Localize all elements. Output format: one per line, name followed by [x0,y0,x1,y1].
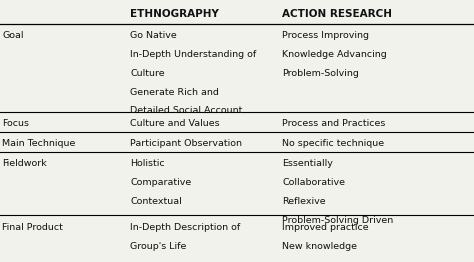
Text: In-Depth Description of: In-Depth Description of [130,223,241,232]
Text: Group's Life: Group's Life [130,242,187,250]
Text: Final Product: Final Product [2,223,63,232]
Text: ETHNOGRAPHY: ETHNOGRAPHY [130,9,219,19]
Text: ACTION RESEARCH: ACTION RESEARCH [282,9,392,19]
Text: Detailed Social Account: Detailed Social Account [130,106,243,115]
Text: Comparative: Comparative [130,178,191,187]
Text: Culture and Values: Culture and Values [130,119,220,128]
Text: Improved practice: Improved practice [282,223,369,232]
Text: Goal: Goal [2,31,24,40]
Text: Holistic: Holistic [130,159,165,168]
Text: Main Technique: Main Technique [2,139,76,148]
Text: Focus: Focus [2,119,29,128]
Text: Contextual: Contextual [130,197,182,206]
Text: Collaborative: Collaborative [282,178,345,187]
Text: Generate Rich and: Generate Rich and [130,88,219,96]
Text: Reflexive: Reflexive [282,197,326,206]
Text: Essentially: Essentially [282,159,333,168]
Text: Knowledge Advancing: Knowledge Advancing [282,50,387,59]
Text: Problem-Solving: Problem-Solving [282,69,359,78]
Text: Fieldwork: Fieldwork [2,159,47,168]
Text: Culture: Culture [130,69,165,78]
Text: No specific technique: No specific technique [282,139,384,148]
Text: Participant Observation: Participant Observation [130,139,242,148]
Text: Process Improving: Process Improving [282,31,369,40]
Text: Go Native: Go Native [130,31,177,40]
Text: In-Depth Understanding of: In-Depth Understanding of [130,50,256,59]
Text: Process and Practices: Process and Practices [282,119,385,128]
Text: New knowledge: New knowledge [282,242,357,250]
Text: Problem-Solving Driven: Problem-Solving Driven [282,216,393,225]
